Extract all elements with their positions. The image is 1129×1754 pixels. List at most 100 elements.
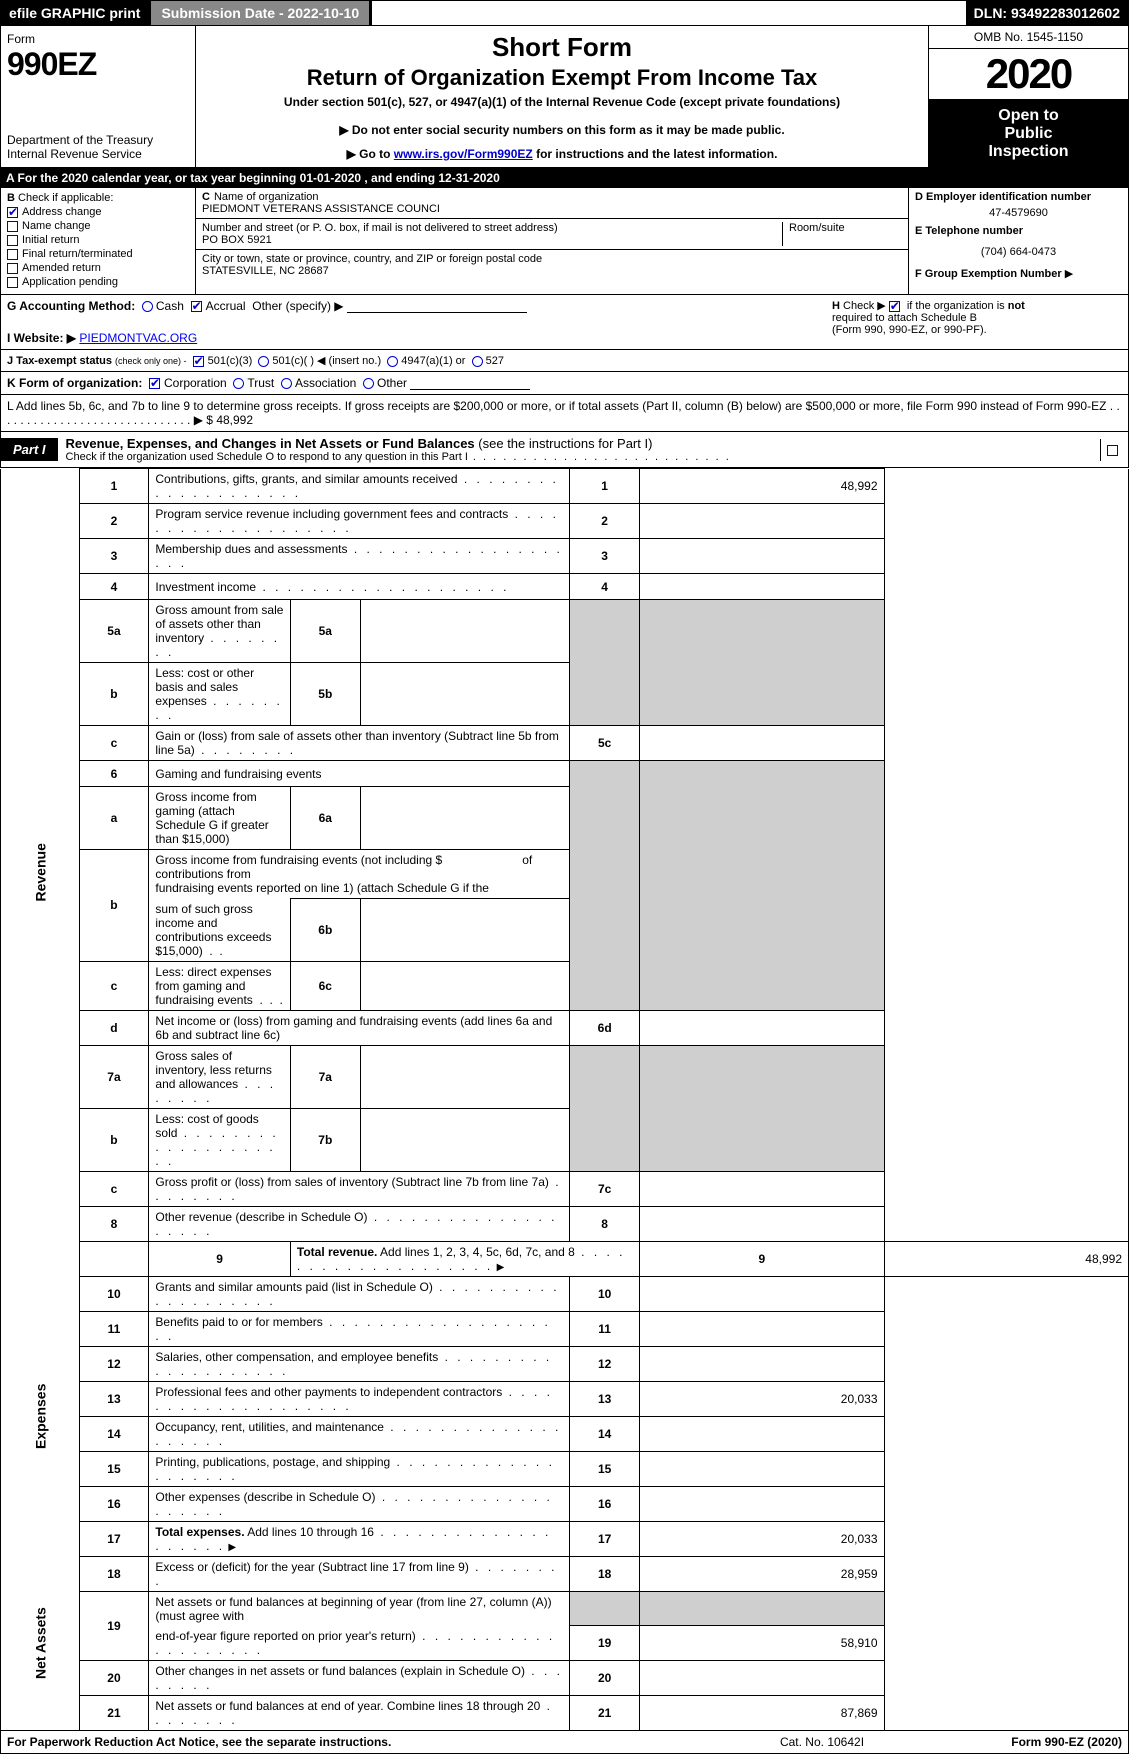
section-g-h: G Accounting Method: Cash Accrual Other … [0, 295, 1129, 350]
line-11-no: 11 [79, 1311, 149, 1346]
part-1-header: Part I Revenue, Expenses, and Changes in… [0, 432, 1129, 468]
d-label: D Employer identification number [915, 191, 1091, 203]
shade-6-amt [640, 761, 884, 1011]
form-number: 990EZ [7, 46, 189, 83]
header-right: OMB No. 1545-1150 2020 Open to Public In… [928, 26, 1128, 167]
k-corp-checkbox[interactable] [149, 378, 160, 389]
amended-return-checkbox[interactable] [7, 263, 18, 274]
line-6a-sub: 6a [290, 787, 360, 850]
line-4-col: 4 [570, 574, 640, 600]
final-return-checkbox[interactable] [7, 249, 18, 260]
name-change-checkbox[interactable] [7, 221, 18, 232]
line-6d-no: d [79, 1010, 149, 1045]
h-checkbox[interactable] [889, 301, 900, 312]
submission-date-button[interactable]: Submission Date - 2022-10-10 [148, 1, 372, 25]
h-text2: if the organization is [904, 300, 1008, 312]
addr-label: Number and street (or P. O. box, if mail… [202, 222, 782, 234]
section-d-e-f: D Employer identification number 47-4579… [908, 188, 1128, 294]
application-pending-checkbox[interactable] [7, 277, 18, 288]
accrual-checkbox[interactable] [191, 301, 202, 312]
line-6a-no: a [79, 787, 149, 850]
line-7b-no: b [79, 1108, 149, 1171]
line-18-desc: Excess or (deficit) for the year (Subtra… [149, 1556, 570, 1591]
line-7a-desc: Gross sales of inventory, less returns a… [149, 1045, 291, 1108]
l-text: L Add lines 5b, 6c, and 7b to line 9 to … [7, 399, 1106, 413]
line-18-no: 18 [79, 1556, 149, 1591]
return-title: Return of Organization Exempt From Incom… [307, 65, 818, 91]
line-5b-subamt [360, 663, 570, 726]
shade-5 [570, 600, 640, 726]
line-2-amt [640, 504, 884, 539]
line-7c-col: 7c [570, 1171, 640, 1206]
line-2-col: 2 [570, 504, 640, 539]
schedule-o-checkbox[interactable] [1107, 445, 1118, 456]
inspect-line1: Open to [933, 107, 1124, 125]
line-7b-subamt [360, 1108, 570, 1171]
h-text4: (Form 990, 990-EZ, or 990-PF). [832, 324, 1122, 336]
line-16-no: 16 [79, 1486, 149, 1521]
line-3-no: 3 [79, 539, 149, 574]
line-2-no: 2 [79, 504, 149, 539]
j-501c3-checkbox[interactable] [193, 356, 204, 367]
k-other-blank [410, 378, 530, 390]
footer-row: For Paperwork Reduction Act Notice, see … [0, 1731, 1129, 1754]
line-6b-no: b [79, 850, 149, 962]
j-label: J Tax-exempt status [7, 355, 112, 367]
line-19-amt: 58,910 [640, 1626, 884, 1661]
c-label: C [202, 191, 210, 203]
line-5a-desc: Gross amount from sale of assets other t… [149, 600, 291, 663]
g-label: G Accounting Method: [7, 299, 135, 313]
name-change-label: Name change [22, 220, 91, 232]
k-trust-radio[interactable] [233, 378, 244, 389]
section-c: CName of organization PIEDMONT VETERANS … [196, 188, 908, 294]
footer-left: For Paperwork Reduction Act Notice, see … [7, 1735, 722, 1749]
line-1-desc: Contributions, gifts, grants, and simila… [149, 469, 570, 504]
line-7c-no: c [79, 1171, 149, 1206]
entity-block: B Check if applicable: Address change Na… [0, 188, 1129, 295]
line-10-no: 10 [79, 1276, 149, 1311]
irs-link[interactable]: www.irs.gov/Form990EZ [394, 147, 533, 161]
j-527: 527 [486, 355, 504, 367]
c-title: Name of organization [214, 191, 319, 203]
final-return-label: Final return/terminated [22, 248, 133, 260]
omb-number: OMB No. 1545-1150 [929, 26, 1128, 49]
k-assoc: Association [295, 376, 356, 390]
line-10-desc: Grants and similar amounts paid (list in… [149, 1276, 570, 1311]
line-9-no: 9 [149, 1241, 291, 1276]
open-to-public-inspection: Open to Public Inspection [929, 100, 1128, 167]
k-other-radio[interactable] [363, 378, 374, 389]
line-21-amt: 87,869 [640, 1695, 884, 1730]
address-change-checkbox[interactable] [7, 207, 18, 218]
e-label: E Telephone number [915, 225, 1023, 237]
line-1-col: 1 [570, 469, 640, 504]
section-k: K Form of organization: Corporation Trus… [0, 372, 1129, 395]
tax-year: 2020 [929, 49, 1128, 100]
h-label: H [832, 300, 840, 312]
shade-5-amt [640, 600, 884, 726]
line-6c-no: c [79, 961, 149, 1010]
j-527-radio[interactable] [472, 356, 483, 367]
expenses-side-label: Expenses [1, 1276, 80, 1556]
k-assoc-radio[interactable] [281, 378, 292, 389]
line-8-no: 8 [79, 1206, 149, 1241]
line-12-amt [640, 1346, 884, 1381]
initial-return-checkbox[interactable] [7, 235, 18, 246]
phone-value: (704) 664-0473 [909, 240, 1128, 264]
line-6b-sub: 6b [290, 899, 360, 962]
website-link[interactable]: PIEDMONTVAC.ORG [79, 331, 197, 345]
line-4-desc: Investment income [149, 574, 570, 600]
footer-cat-no: Cat. No. 10642I [722, 1735, 922, 1749]
efile-print-button[interactable]: efile GRAPHIC print [1, 1, 148, 25]
line-9-col: 9 [640, 1241, 884, 1276]
j-4947-radio[interactable] [387, 356, 398, 367]
line-3-col: 3 [570, 539, 640, 574]
j-501c-radio[interactable] [258, 356, 269, 367]
line-18-amt: 28,959 [640, 1556, 884, 1591]
l-arrow: ▶ $ [194, 413, 213, 427]
cash-radio[interactable] [142, 301, 153, 312]
line-19-no: 19 [79, 1591, 149, 1660]
line-17-desc: Total expenses. Add lines 10 through 16 … [149, 1521, 570, 1556]
line-7b-desc: Less: cost of goods sold [149, 1108, 291, 1171]
header-center: Short Form Return of Organization Exempt… [196, 26, 928, 167]
room-label: Room/suite [789, 222, 902, 234]
